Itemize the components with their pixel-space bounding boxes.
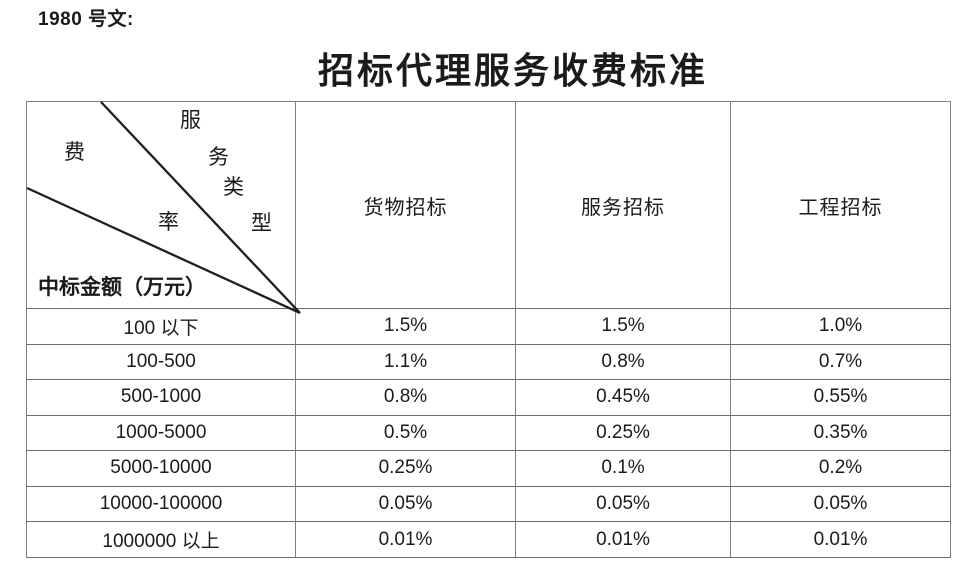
row-range-cell: 1000-5000	[27, 415, 296, 452]
corner-service-type-char: 务	[208, 145, 229, 169]
corner-fee-rate-char: 率	[158, 210, 179, 234]
corner-service-type-char: 类	[223, 175, 244, 199]
rate-cell: 0.2%	[731, 451, 951, 487]
column-header-engineering: 工程招标	[731, 102, 951, 309]
corner-amount-label: 中标金额（万元）	[38, 275, 206, 299]
column-header-goods: 货物招标	[296, 102, 516, 309]
corner-fee-rate-char: 费	[64, 140, 85, 164]
corner-service-type-char: 服	[180, 108, 201, 132]
row-range-cell: 1000000 以上	[27, 522, 296, 558]
rate-cell: 0.45%	[516, 380, 731, 416]
rate-cell: 0.55%	[731, 380, 951, 416]
page-title: 招标代理服务收费标准	[318, 51, 709, 91]
row-range-cell: 10000-100000	[27, 486, 296, 523]
rate-cell: 0.01%	[516, 522, 731, 558]
fee-standard-table: 服 务 类 型 费 率 中标金额（万元） 货物招标 服务招标 工程招标 100 …	[26, 101, 951, 558]
rate-cell: 0.5%	[296, 415, 516, 452]
rate-cell: 1.1%	[296, 344, 516, 381]
rate-cell: 0.25%	[516, 415, 731, 452]
rate-cell: 0.7%	[731, 344, 951, 381]
row-range-cell: 5000-10000	[27, 451, 296, 487]
row-range-cell: 100-500	[27, 344, 296, 381]
rate-cell: 0.8%	[296, 380, 516, 416]
rate-cell: 1.0%	[731, 309, 951, 345]
rate-cell: 1.5%	[296, 309, 516, 345]
rate-cell: 1.5%	[516, 309, 731, 345]
row-range-cell: 100 以下	[27, 309, 296, 345]
rate-cell: 0.05%	[296, 486, 516, 523]
column-header-service: 服务招标	[516, 102, 731, 309]
corner-header-cell: 服 务 类 型 费 率 中标金额（万元）	[27, 102, 296, 309]
rate-cell: 0.01%	[731, 522, 951, 558]
rate-cell: 0.05%	[516, 486, 731, 523]
rate-cell: 0.01%	[296, 522, 516, 558]
row-range-cell: 500-1000	[27, 380, 296, 416]
rate-cell: 0.35%	[731, 415, 951, 452]
corner-service-type-char: 型	[251, 211, 272, 235]
rate-cell: 0.8%	[516, 344, 731, 381]
rate-cell: 0.1%	[516, 451, 731, 487]
rate-cell: 0.05%	[731, 486, 951, 523]
document-number-label: 1980 号文:	[38, 9, 134, 30]
rate-cell: 0.25%	[296, 451, 516, 487]
